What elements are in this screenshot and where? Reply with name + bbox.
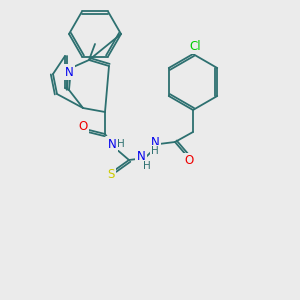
Text: O: O [184, 154, 194, 167]
Text: N: N [64, 65, 74, 79]
Text: N: N [64, 65, 74, 79]
Text: Cl: Cl [189, 40, 201, 52]
Text: S: S [107, 169, 115, 182]
Text: H: H [151, 146, 159, 156]
Text: N: N [108, 137, 116, 151]
Text: N: N [151, 136, 159, 148]
Text: O: O [78, 121, 88, 134]
Text: H: H [151, 146, 159, 156]
Text: N: N [108, 137, 116, 151]
Text: H: H [143, 161, 151, 171]
Text: H: H [117, 139, 125, 149]
Text: N: N [151, 136, 159, 148]
Text: N: N [136, 151, 146, 164]
Text: Cl: Cl [189, 40, 201, 53]
Text: S: S [107, 169, 115, 182]
Text: H: H [117, 139, 125, 149]
Text: O: O [184, 154, 194, 167]
Text: H: H [143, 161, 151, 171]
Text: O: O [78, 121, 88, 134]
Text: N: N [136, 151, 146, 164]
